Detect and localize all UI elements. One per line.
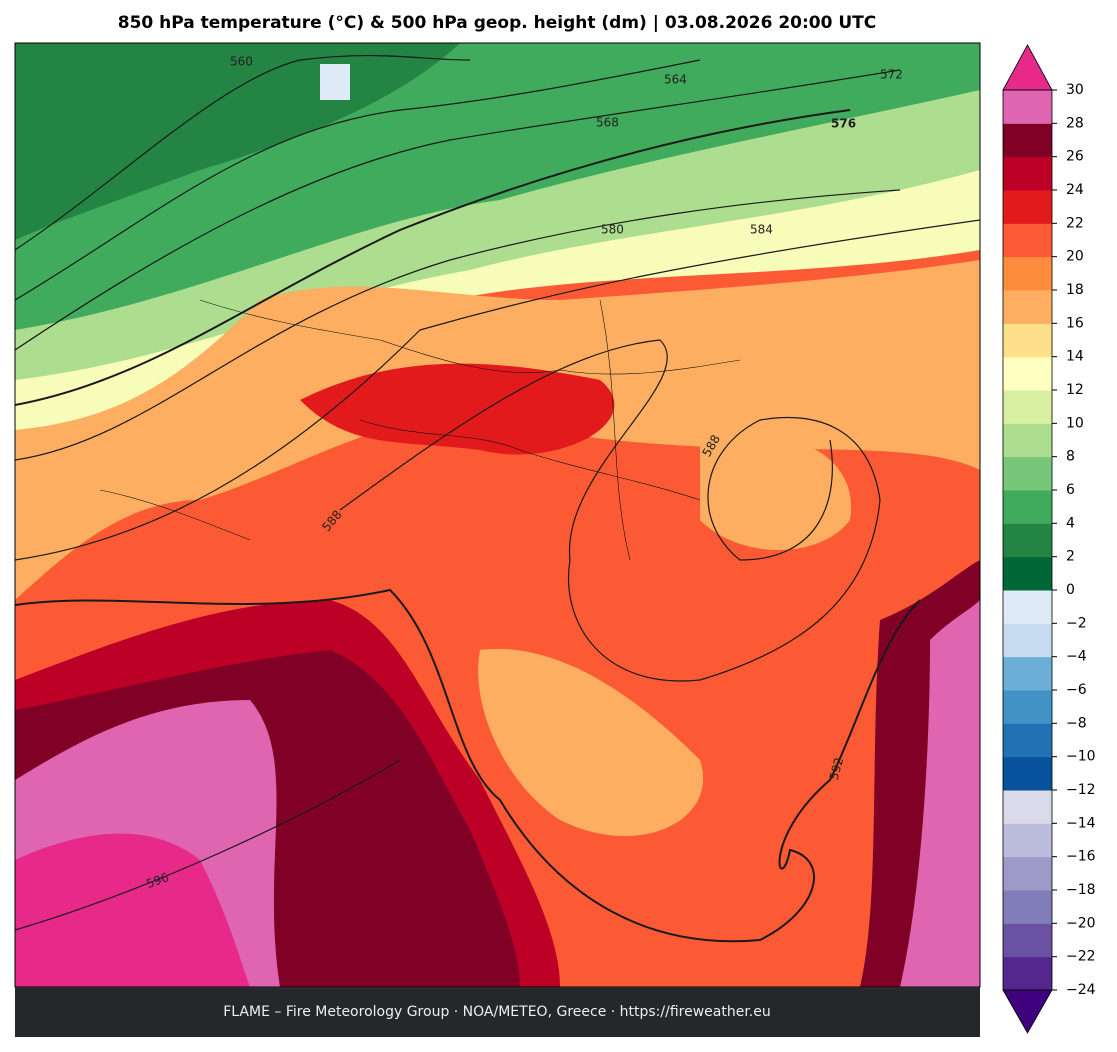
colorbar-tick-label: 20 xyxy=(1066,249,1084,265)
colorbar-under xyxy=(1002,989,1053,1034)
colorbar-bin xyxy=(1003,556,1052,591)
contour-label: 584 xyxy=(750,223,773,237)
colorbar-bin xyxy=(1003,356,1052,391)
colorbar-tick-label: −24 xyxy=(1066,982,1096,998)
colorbar-bin xyxy=(1003,656,1052,691)
colorbar-tick-label: −2 xyxy=(1066,615,1087,631)
colorbar-tick-label: 26 xyxy=(1066,149,1084,165)
colorbar-bin xyxy=(1003,756,1052,791)
colorbar-bin xyxy=(1003,490,1052,524)
colorbar-tick-label: 18 xyxy=(1066,282,1084,298)
contour-label: 576 xyxy=(831,117,856,131)
title: 850 hPa temperature (°C) & 500 hPa geop.… xyxy=(118,13,877,33)
colorbar-tick-label: 2 xyxy=(1066,549,1075,565)
colorbar-tick-label: −10 xyxy=(1066,749,1096,765)
colorbar-bin xyxy=(1003,123,1052,158)
colorbar-tick-label: −12 xyxy=(1066,782,1096,798)
contour-label: 592 xyxy=(827,756,846,782)
colorbar-bin xyxy=(1003,856,1052,891)
colorbar-tick-label: 28 xyxy=(1066,115,1084,131)
contour-label: 580 xyxy=(601,223,624,237)
colorbar-bin xyxy=(1003,156,1052,191)
colorbar-bin xyxy=(1003,223,1052,258)
colorbar-tick-label: 16 xyxy=(1066,315,1084,331)
colorbar-frame xyxy=(1002,89,1053,991)
colorbar-bin xyxy=(1003,690,1052,724)
contour-label: 564 xyxy=(664,73,687,87)
footer: FLAME – Fire Meteorology Group · NOA/MET… xyxy=(223,1004,771,1020)
colorbar-bin xyxy=(1003,256,1052,291)
colorbar-tick-label: 22 xyxy=(1066,215,1084,231)
colorbar-tick-label: 10 xyxy=(1066,415,1084,431)
colorbar-tick-label: 4 xyxy=(1066,515,1075,531)
contour-label: 568 xyxy=(596,116,619,130)
colorbar-over xyxy=(1002,44,1053,91)
colorbar-tick-label: −18 xyxy=(1066,882,1096,898)
colorbar-bin xyxy=(1003,90,1052,124)
colorbar-tick-label: 0 xyxy=(1066,582,1075,598)
colorbar-tick-label: −8 xyxy=(1066,715,1087,731)
colorbar-bin xyxy=(1003,923,1052,958)
colorbar-bin xyxy=(1003,290,1052,324)
contour-label: 560 xyxy=(230,55,253,69)
colorbar-bin xyxy=(1003,956,1052,991)
colorbar-tick-label: −20 xyxy=(1066,915,1096,931)
colorbar-bin xyxy=(1003,890,1052,924)
colorbar-bin xyxy=(1003,590,1052,624)
colorbar-tick-label: 30 xyxy=(1066,82,1084,98)
colorbar-tick-label: 12 xyxy=(1066,382,1084,398)
colorbar-tick-label: 14 xyxy=(1066,349,1084,365)
colorbar-tick-label: −14 xyxy=(1066,815,1096,831)
colorbar-tick-label: −16 xyxy=(1066,849,1096,865)
colorbar-tick-label: −6 xyxy=(1066,682,1087,698)
map: 560 564 568 572 576 580 584 588 588 592 … xyxy=(14,42,981,988)
colorbar-tick-label: −22 xyxy=(1066,949,1096,965)
colorbar-tick-label: 8 xyxy=(1066,449,1075,465)
colorbar-tick-label: −4 xyxy=(1066,649,1087,665)
colorbar-bin xyxy=(1003,390,1052,424)
colorbar-tick-label: 24 xyxy=(1066,182,1084,198)
colorbar-bin xyxy=(1003,623,1052,658)
colorbar-bin xyxy=(1003,723,1052,758)
colorbar-bin xyxy=(1003,190,1052,224)
contour-label: 572 xyxy=(880,68,903,82)
colorbar-bin xyxy=(1003,323,1052,358)
colorbar-tick-label: 6 xyxy=(1066,482,1075,498)
colorbar-bin xyxy=(1003,423,1052,458)
footer-bar xyxy=(15,987,980,1037)
colorbar-bin xyxy=(1003,523,1052,558)
colorbar: −24−22−20−18−16−14−12−10−8−6−4−202468101… xyxy=(1002,44,1096,1034)
colorbar-bin xyxy=(1003,823,1052,858)
colorbar-bin xyxy=(1003,456,1052,491)
colorbar-bin xyxy=(1003,790,1052,824)
